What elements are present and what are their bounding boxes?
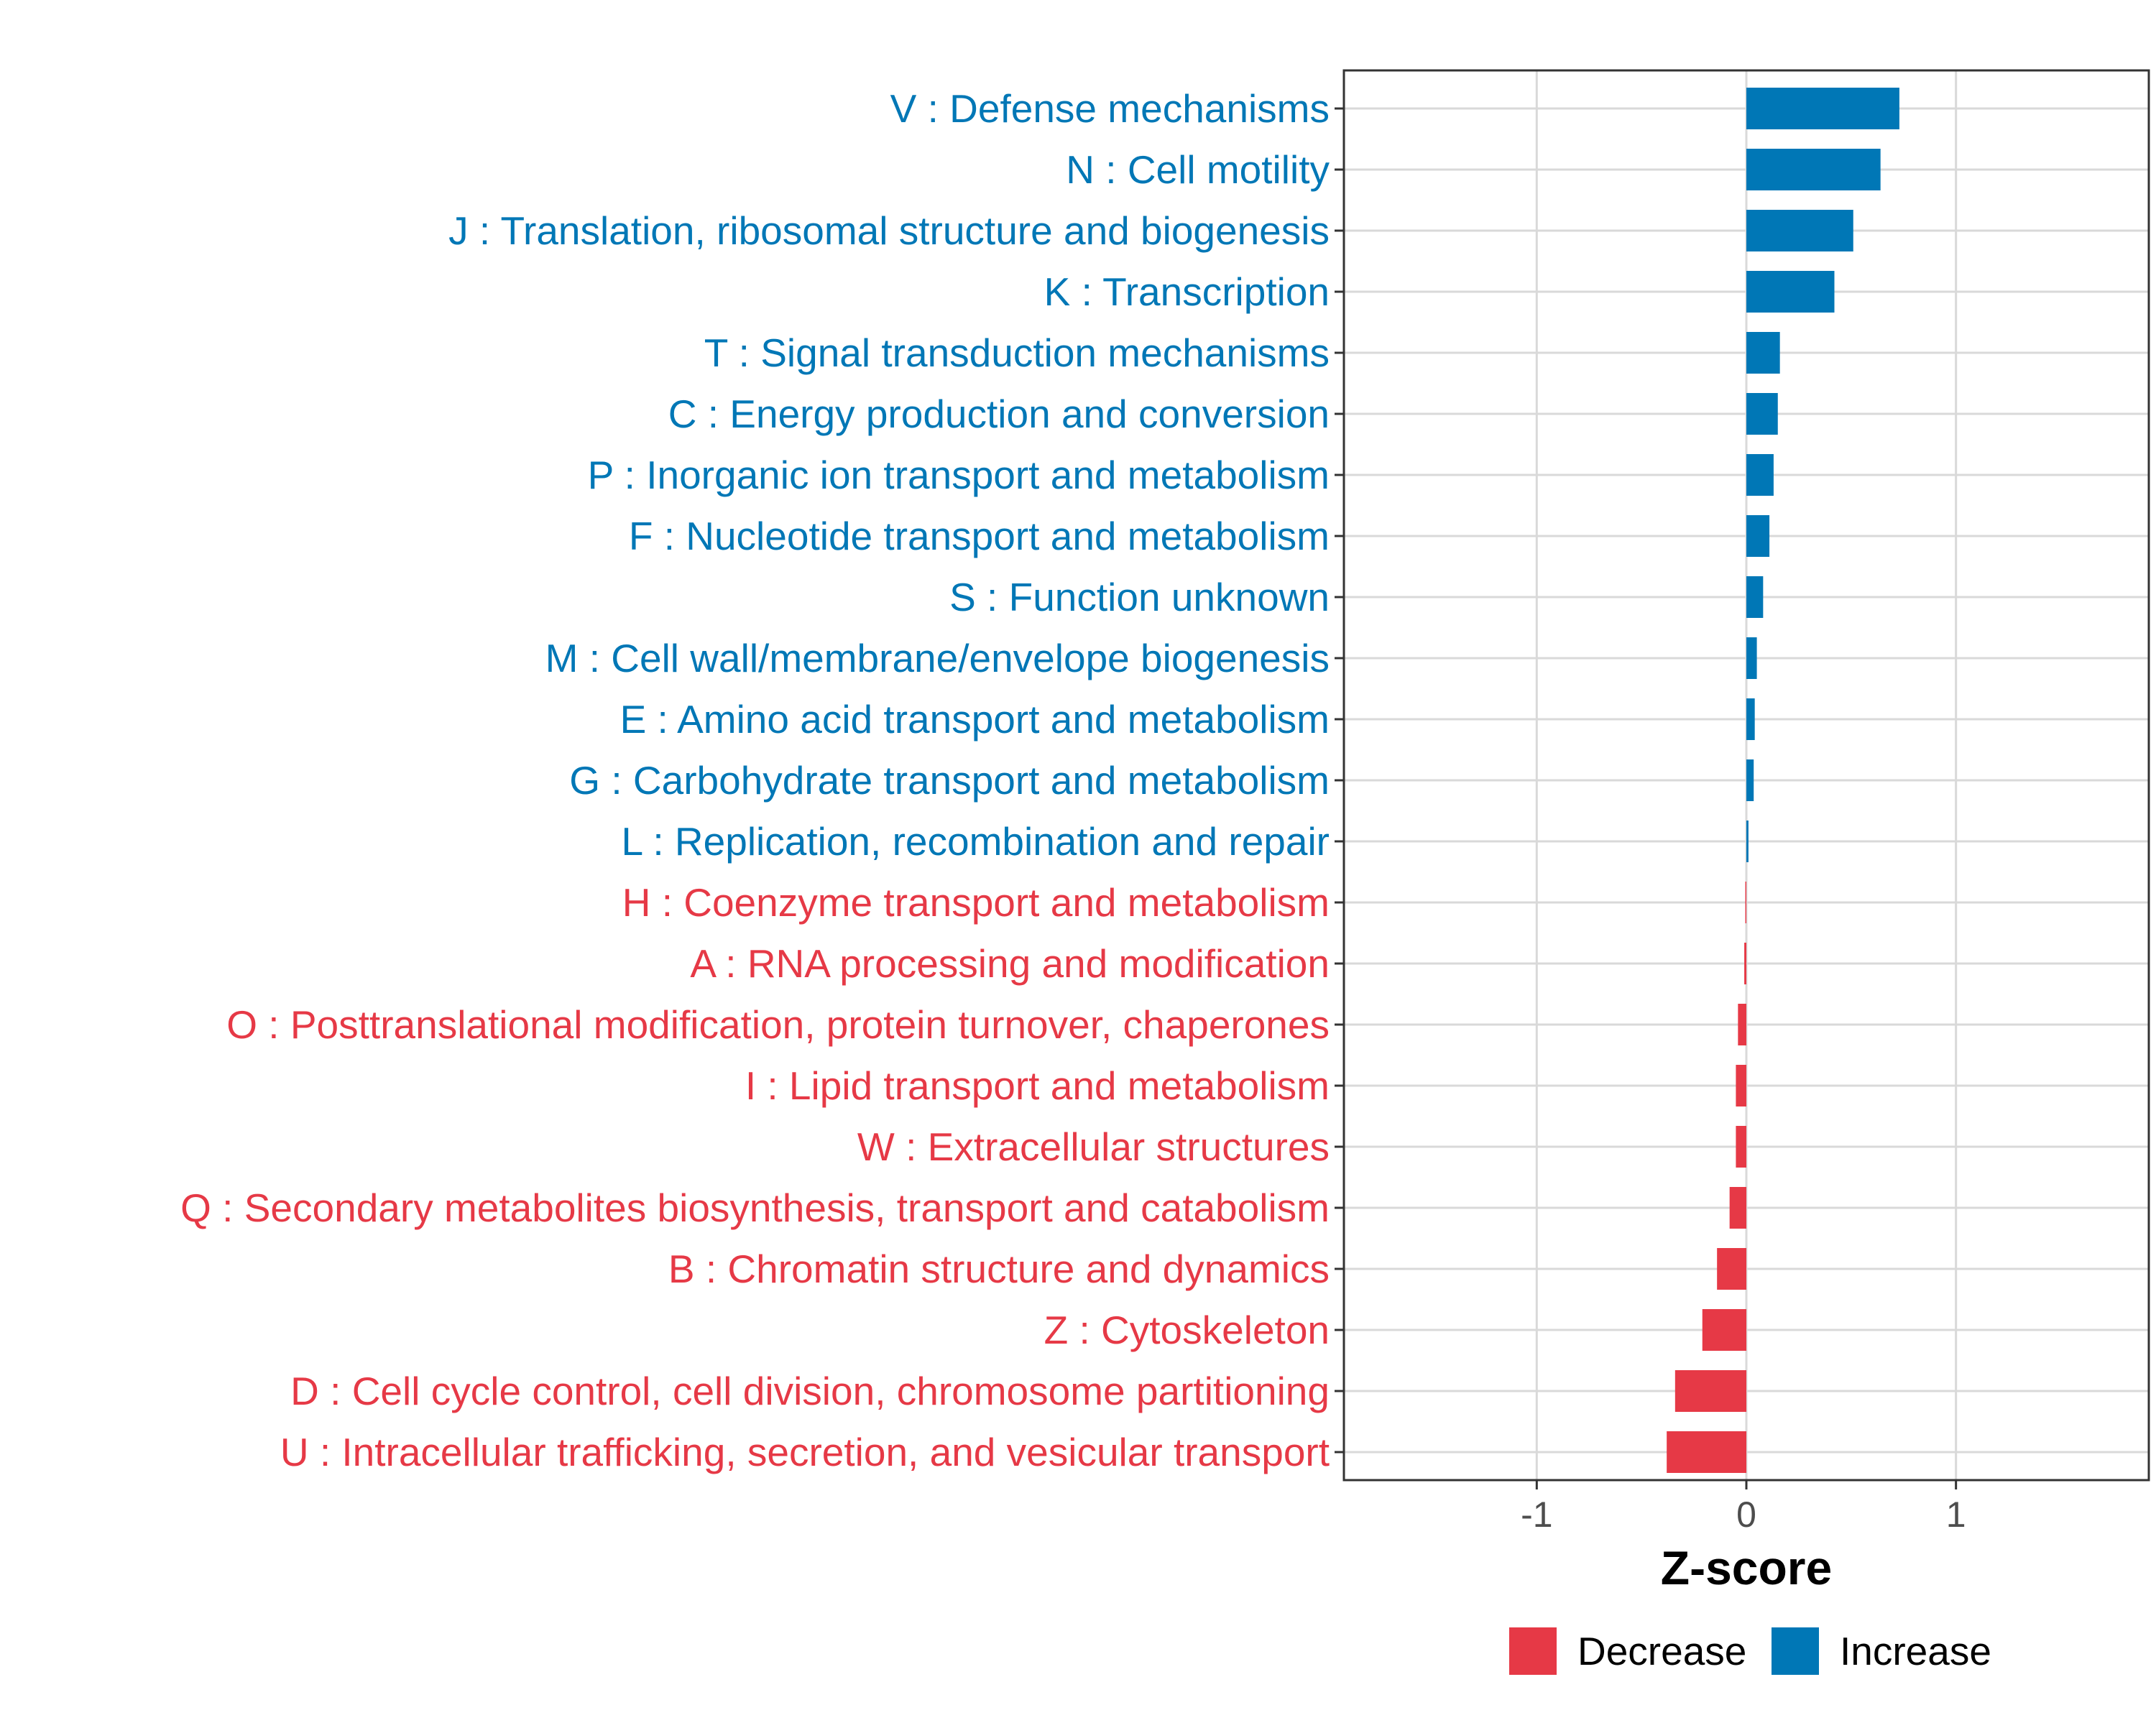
category-label: N : Cell motility (1066, 147, 1330, 192)
bars (1667, 88, 1899, 1473)
category-label: V : Defense mechanisms (890, 86, 1330, 131)
bar (1746, 515, 1770, 557)
bar (1746, 88, 1899, 129)
category-label: F : Nucleotide transport and metabolism (629, 514, 1330, 558)
category-label: C : Energy production and conversion (668, 392, 1330, 436)
bar (1746, 698, 1755, 740)
x-axis-title: Z-score (1661, 1541, 1832, 1594)
bar (1746, 576, 1764, 618)
bar (1746, 454, 1774, 496)
bar (1674, 1370, 1746, 1412)
x-tick-label: 0 (1736, 1494, 1756, 1535)
category-label: A : RNA processing and modification (690, 941, 1330, 986)
bar (1746, 149, 1881, 190)
legend-label-decrease: Decrease (1577, 1629, 1746, 1673)
category-label: L : Replication, recombination and repai… (622, 819, 1330, 864)
legend-key-decrease (1509, 1627, 1557, 1675)
bar (1702, 1309, 1746, 1351)
category-label: P : Inorganic ion transport and metaboli… (588, 453, 1330, 497)
x-axis: -1 0 1 (1521, 1480, 1966, 1535)
bar (1746, 271, 1835, 313)
bar (1736, 1126, 1746, 1168)
category-label: O : Posttranslational modification, prot… (226, 1002, 1330, 1047)
category-label: H : Coenzyme transport and metabolism (622, 880, 1330, 925)
category-label: U : Intracellular trafficking, secretion… (280, 1430, 1330, 1474)
x-tick-label: 1 (1946, 1494, 1966, 1535)
bar (1717, 1248, 1746, 1290)
category-label: T : Signal transduction mechanisms (704, 331, 1330, 375)
y-axis: V : Defense mechanisms N : Cell motility J… (180, 86, 1344, 1474)
x-tick-label: -1 (1521, 1494, 1552, 1535)
bar (1746, 637, 1757, 679)
bar (1746, 332, 1780, 374)
category-label: M : Cell wall/membrane/envelope biogenes… (545, 636, 1330, 680)
bar (1667, 1431, 1746, 1473)
category-label: I : Lipid transport and metabolism (745, 1063, 1330, 1108)
category-label: Q : Secondary metabolites biosynthesis, … (180, 1186, 1330, 1230)
category-label: Z : Cytoskeleton (1044, 1308, 1330, 1352)
category-label: J : Translation, ribosomal structure and… (448, 208, 1330, 253)
bar (1746, 759, 1754, 801)
bar (1729, 1187, 1746, 1229)
bar (1746, 393, 1778, 435)
legend-key-increase (1772, 1627, 1819, 1675)
category-label: G : Carbohydrate transport and metabolis… (569, 758, 1330, 803)
bar (1746, 210, 1853, 251)
legend-label-increase: Increase (1840, 1629, 1991, 1673)
category-label: S : Function unknown (949, 575, 1330, 619)
bar (1746, 821, 1749, 862)
category-label: K : Transcription (1044, 269, 1330, 314)
bar (1744, 943, 1746, 984)
category-label: E : Amino acid transport and metabolism (620, 697, 1330, 741)
bar (1738, 1004, 1746, 1045)
category-label: W : Extracellular structures (857, 1124, 1330, 1169)
bar (1736, 1065, 1746, 1106)
category-label: D : Cell cycle control, cell division, c… (290, 1369, 1330, 1413)
category-label: B : Chromatin structure and dynamics (668, 1247, 1330, 1291)
legend: Decrease Increase (1509, 1627, 1991, 1675)
